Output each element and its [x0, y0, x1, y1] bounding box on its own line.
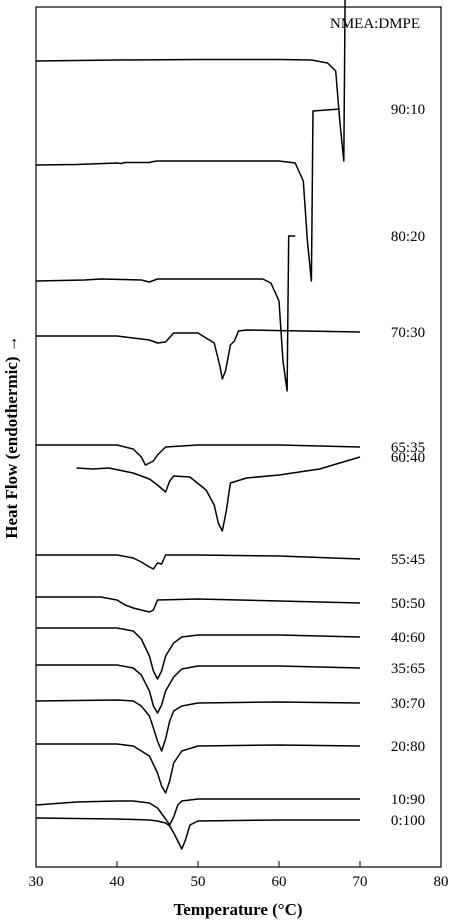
y-axis-label: Heat Flow (endothermic) → [2, 335, 21, 538]
series-label: 90:10 [391, 102, 425, 118]
series-line-80-20 [35, 235, 296, 392]
series-label: 55:45 [391, 552, 425, 568]
curve-labels: 100:090:1080:2070:3065:3560:4055:4550:50… [391, 102, 425, 829]
series-line-20-80 [36, 743, 361, 794]
x-tick-label: 40 [110, 874, 125, 890]
legend-title: NMEA:DMPE [330, 16, 420, 32]
series-line-90-10 [35, 108, 340, 282]
series-line-50-50 [36, 596, 361, 613]
series-line-30-70 [35, 699, 361, 752]
series-label: 35:65 [391, 661, 425, 677]
series-label: 60:40 [391, 450, 425, 466]
x-tick-label: 50 [191, 874, 206, 890]
series-line-65-35 [36, 444, 361, 466]
series-line-0-100 [35, 817, 360, 850]
x-tick-labels: 30 40 50 60 70 80 [29, 874, 449, 890]
x-tick-label: 60 [272, 874, 287, 890]
series-label: 40:60 [391, 630, 425, 646]
x-tick-label: 70 [353, 874, 368, 890]
series-line-60-40 [76, 456, 361, 532]
series-line-100-0 [35, 0, 346, 162]
x-tick-label: 30 [29, 874, 44, 890]
series-label: 65:35 [391, 440, 425, 456]
series-label: 70:30 [391, 325, 425, 341]
series-line-55-45 [36, 554, 361, 570]
series-label: 50:50 [391, 596, 425, 612]
series-label: 10:90 [391, 792, 425, 808]
series-line-70-30 [36, 329, 361, 380]
plot-frame [35, 6, 442, 868]
x-axis-label: Temperature (°C) [173, 900, 302, 919]
curves [35, 0, 361, 850]
series-line-10-90 [35, 798, 360, 826]
x-tick-label: 80 [434, 874, 449, 890]
series-label: 30:70 [391, 696, 425, 712]
series-line-40-60 [36, 627, 361, 680]
series-line-35-65 [36, 664, 361, 714]
series-label: 80:20 [391, 229, 425, 245]
series-label: 0:100 [391, 813, 425, 829]
x-ticks [35, 861, 442, 867]
series-label: 20:80 [391, 739, 425, 755]
